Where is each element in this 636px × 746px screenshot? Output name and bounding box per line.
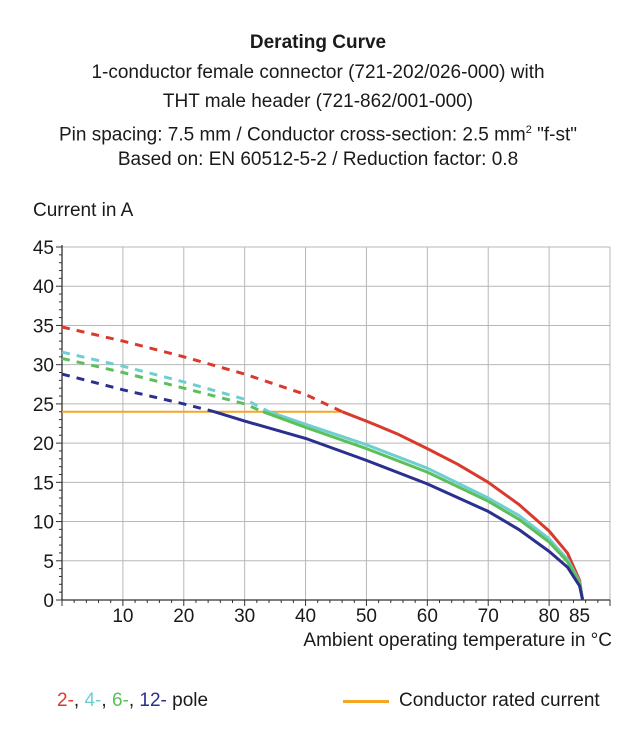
legend-pole-text: , bbox=[73, 690, 85, 711]
series-2-pole-solid-line bbox=[341, 410, 585, 601]
legend-pole-text: pole bbox=[166, 690, 209, 711]
x-tick-label: 30 bbox=[234, 606, 255, 627]
y-tick-label: 40 bbox=[33, 277, 54, 298]
plot-area bbox=[62, 247, 610, 600]
chart-title: Derating Curve bbox=[249, 32, 387, 53]
y-tick-label: 35 bbox=[33, 316, 54, 337]
x-tick-label: 60 bbox=[417, 606, 438, 627]
y-tick-label: 5 bbox=[43, 552, 54, 573]
series-2-pole-dashed-line bbox=[61, 325, 343, 414]
series-6-pole-dashed-line bbox=[61, 356, 264, 414]
legend-rated-current: Conductor rated current bbox=[343, 690, 600, 712]
y-tick-label: 30 bbox=[33, 356, 54, 377]
subtitle-pin-spacing-text: Pin spacing: 7.5 mm / Conductor cross-se… bbox=[58, 124, 526, 146]
series-12-pole-dashed-line bbox=[61, 372, 215, 414]
chart-subtitle-line-4: Based on: EN 60512-5-2 / Reduction facto… bbox=[117, 149, 519, 170]
subtitle-conductor-type: "f-st" bbox=[531, 124, 577, 146]
legend-pole-text: 2- bbox=[57, 690, 74, 711]
x-axis-label: Ambient operating temperature in °C bbox=[303, 630, 612, 651]
chart-subtitle-line-2: THT male header (721-862/001-000) bbox=[162, 91, 474, 112]
y-tick-label: 10 bbox=[33, 513, 54, 534]
legend-pole-text: , bbox=[128, 690, 140, 711]
series-12-pole-solid-line bbox=[213, 410, 585, 601]
y-tick-label: 45 bbox=[33, 238, 54, 259]
chart-subtitle-line-3: Pin spacing: 7.5 mm / Conductor cross-se… bbox=[0, 116, 636, 149]
chart-subtitle-line-1: 1-conductor female connector (721-202/02… bbox=[91, 62, 545, 83]
legend-pole-text: 4- bbox=[84, 690, 102, 711]
legend-pole-text: 12- bbox=[139, 690, 167, 711]
y-tick-label: 20 bbox=[33, 434, 54, 455]
legend-rated-current-label: Conductor rated current bbox=[399, 690, 600, 711]
x-tick-label: 20 bbox=[173, 606, 194, 627]
x-tick-label: 10 bbox=[112, 606, 133, 627]
x-tick-label: 80 bbox=[539, 606, 560, 627]
y-axis-label: Current in A bbox=[33, 200, 134, 221]
legend-rated-current-swatch bbox=[343, 699, 389, 703]
y-tick-label: 0 bbox=[43, 591, 54, 612]
y-tick-label: 15 bbox=[33, 473, 54, 494]
y-tick-label: 25 bbox=[33, 395, 54, 416]
x-tick-label: 50 bbox=[356, 606, 377, 627]
x-tick-label: 70 bbox=[478, 606, 499, 627]
legend-pole-text: 6- bbox=[111, 690, 129, 711]
x-tick-label: 40 bbox=[295, 606, 316, 627]
x-tick-label: 85 bbox=[569, 606, 590, 627]
series-6-pole-solid-line bbox=[262, 410, 585, 601]
legend-poles: 2-, 4-, 6-, 12- pole bbox=[57, 690, 208, 712]
superscript-squared: 2 bbox=[525, 124, 532, 136]
legend-pole-text: , bbox=[101, 690, 112, 711]
series-4-pole-dashed-line bbox=[61, 350, 270, 414]
